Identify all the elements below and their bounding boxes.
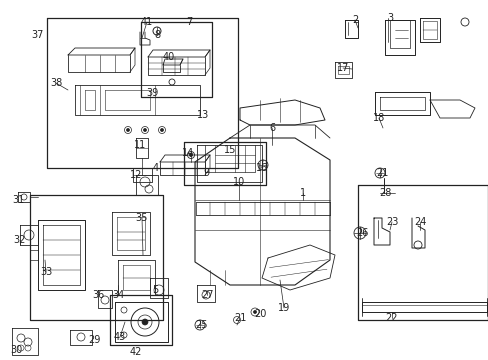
- Text: 17: 17: [336, 63, 348, 73]
- Text: 25: 25: [194, 320, 207, 330]
- Text: 29: 29: [88, 335, 100, 345]
- Text: 11: 11: [134, 140, 146, 150]
- Text: 5: 5: [152, 285, 158, 295]
- Text: 28: 28: [378, 188, 390, 198]
- Text: 14: 14: [182, 148, 194, 158]
- Text: 39: 39: [145, 88, 158, 98]
- Text: 33: 33: [40, 267, 52, 277]
- Circle shape: [189, 153, 192, 157]
- Text: 1: 1: [299, 188, 305, 198]
- Text: 2: 2: [351, 15, 357, 25]
- Circle shape: [253, 310, 256, 314]
- Text: 13: 13: [197, 110, 209, 120]
- Circle shape: [160, 129, 163, 131]
- Text: 16: 16: [255, 163, 267, 173]
- Text: 31: 31: [12, 195, 24, 205]
- Text: 22: 22: [385, 313, 397, 323]
- Text: 20: 20: [253, 309, 265, 319]
- Text: 42: 42: [129, 347, 142, 357]
- Circle shape: [126, 129, 129, 131]
- Text: 38: 38: [50, 78, 62, 88]
- Text: 6: 6: [268, 123, 274, 133]
- Text: 43: 43: [114, 332, 126, 342]
- Text: 24: 24: [413, 217, 426, 227]
- Text: 26: 26: [355, 228, 367, 238]
- Text: 41: 41: [141, 17, 153, 27]
- Text: 37: 37: [32, 30, 44, 40]
- Circle shape: [143, 129, 146, 131]
- Text: 8: 8: [154, 30, 160, 40]
- Text: 3: 3: [386, 13, 392, 23]
- Text: 27: 27: [201, 290, 213, 300]
- Text: 12: 12: [129, 170, 142, 180]
- Text: 40: 40: [163, 52, 175, 62]
- Text: 35: 35: [136, 213, 148, 223]
- Text: 15: 15: [224, 145, 236, 155]
- Circle shape: [142, 319, 148, 325]
- Text: 19: 19: [277, 303, 289, 313]
- Text: 21: 21: [233, 313, 245, 323]
- Text: 23: 23: [385, 217, 397, 227]
- Text: 32: 32: [14, 235, 26, 245]
- Text: 36: 36: [92, 290, 104, 300]
- Text: 21: 21: [375, 168, 387, 178]
- Text: 4: 4: [153, 163, 159, 173]
- Text: 30: 30: [10, 345, 22, 355]
- Text: 34: 34: [112, 290, 124, 300]
- Text: 10: 10: [232, 177, 244, 187]
- Text: 7: 7: [185, 17, 192, 27]
- Text: 18: 18: [372, 113, 385, 123]
- Text: 9: 9: [203, 168, 209, 178]
